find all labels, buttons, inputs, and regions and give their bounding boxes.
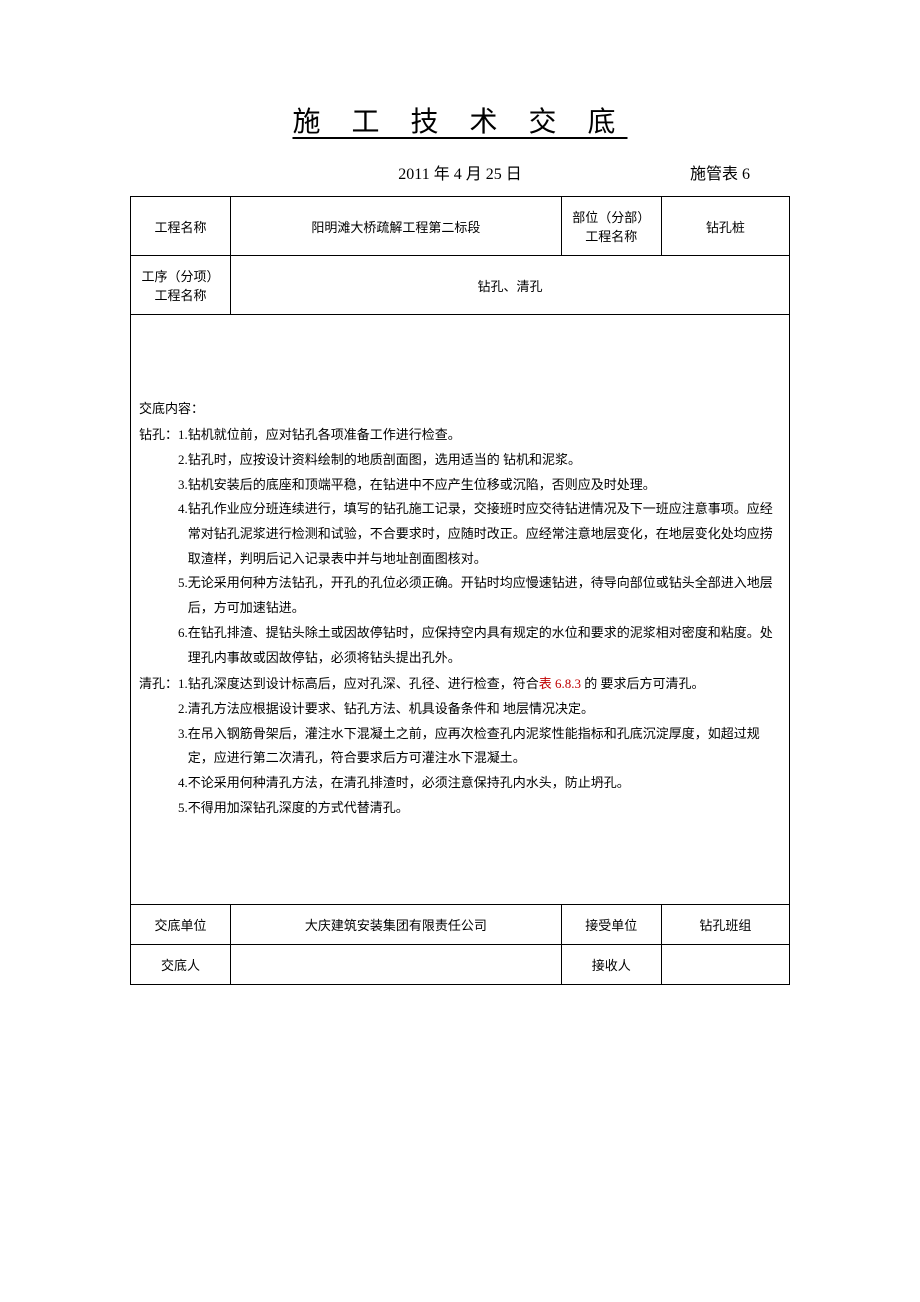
item-text: 钻孔时，应按设计资料绘制的地质剖面图，选用适当的 钻机和泥浆。 [188,448,781,473]
item-text: 在钻孔排渣、提钻头除土或因故停钻时，应保持空内具有规定的水位和要求的泥浆相对密度… [188,621,781,670]
disclose-person-label: 交底人 [131,945,231,985]
item-number: 1. [178,672,188,697]
content-row: 交底内容： 钻孔：1.钻机就位前，应对钻孔各项准备工作进行检查。2.钻孔时，应按… [131,315,790,905]
section-label: 钻孔： [139,423,178,448]
item-number: 4. [178,497,188,522]
item-text: 不得用加深钻孔深度的方式代替清孔。 [188,796,781,821]
form-id: 施管表 6 [690,160,750,184]
section-items: 1.钻孔深度达到设计标高后，应对孔深、孔径、进行检查，符合表 6.8.3 的 要… [178,672,781,820]
disclose-unit-value: 大庆建筑安装集团有限责任公司 [231,905,562,945]
disclose-unit-label: 交底单位 [131,905,231,945]
item-text-red: 表 6.8.3 [539,676,581,691]
item-text: 在吊入钢筋骨架后，灌注水下混凝土之前，应再次检查孔内泥浆性能指标和孔底沉淀厚度，… [188,722,781,771]
disclose-person-value [231,945,562,985]
footer-row-1: 交底单位 大庆建筑安装集团有限责任公司 接受单位 钻孔班组 [131,905,790,945]
item-number: 5. [178,796,188,821]
item-number: 1. [178,423,188,448]
item-number: 2. [178,697,188,722]
content-header: 交底内容： [139,397,781,422]
content-body: 钻孔：1.钻机就位前，应对钻孔各项准备工作进行检查。2.钻孔时，应按设计资料绘制… [139,423,781,820]
main-table: 工程名称 阳明滩大桥疏解工程第二标段 部位（分部） 工程名称 钻孔桩 工序（分项… [130,196,790,985]
project-name-label: 工程名称 [131,197,231,256]
header-row-2: 工序（分项） 工程名称 钻孔、清孔 [131,256,790,315]
item-line: 5.无论采用何种方法钻孔，开孔的孔位必须正确。开钻时均应慢速钻进，待导向部位或钻… [178,571,781,620]
item-number: 2. [178,448,188,473]
process-value: 钻孔、清孔 [231,256,790,315]
item-line: 6.在钻孔排渣、提钻头除土或因故停钻时，应保持空内具有规定的水位和要求的泥浆相对… [178,621,781,670]
document-date: 2011 年 4 月 25 日 [398,160,521,184]
item-text: 钻孔作业应分班连续进行，填写的钻孔施工记录，交接班时应交待钻进情况及下一班应注意… [188,497,781,571]
process-label-line1: 工序（分项） [139,266,222,285]
subproject-label-line1: 部位（分部） [570,207,653,226]
item-line: 3.钻机安装后的底座和顶端平稳，在钻进中不应产生位移或沉陷，否则应及时处理。 [178,473,781,498]
project-name-value: 阳明滩大桥疏解工程第二标段 [231,197,562,256]
item-line: 2.钻孔时，应按设计资料绘制的地质剖面图，选用适当的 钻机和泥浆。 [178,448,781,473]
item-number: 3. [178,473,188,498]
item-number: 3. [178,722,188,747]
item-text: 清孔方法应根据设计要求、钻孔方法、机具设备条件和 地层情况决定。 [188,697,781,722]
item-text: 无论采用何种方法钻孔，开孔的孔位必须正确。开钻时均应慢速钻进，待导向部位或钻头全… [188,571,781,620]
content-section: 钻孔：1.钻机就位前，应对钻孔各项准备工作进行检查。2.钻孔时，应按设计资料绘制… [139,423,781,670]
process-label-line2: 工程名称 [139,285,222,304]
subproject-value: 钻孔桩 [661,197,789,256]
item-line: 2.清孔方法应根据设计要求、钻孔方法、机具设备条件和 地层情况决定。 [178,697,781,722]
item-line: 1.钻机就位前，应对钻孔各项准备工作进行检查。 [178,423,781,448]
receive-unit-value: 钻孔班组 [661,905,789,945]
footer-row-2: 交底人 接收人 [131,945,790,985]
item-line: 4.不论采用何种清孔方法，在清孔排渣时，必须注意保持孔内水头，防止坍孔。 [178,771,781,796]
receive-person-value [661,945,789,985]
item-text: 钻机就位前，应对钻孔各项准备工作进行检查。 [188,423,781,448]
header-row-1: 工程名称 阳明滩大桥疏解工程第二标段 部位（分部） 工程名称 钻孔桩 [131,197,790,256]
item-number: 6. [178,621,188,646]
item-text: 钻机安装后的底座和顶端平稳，在钻进中不应产生位移或沉陷，否则应及时处理。 [188,473,781,498]
subproject-label-line2: 工程名称 [570,226,653,245]
document-title: 施 工 技 术 交 底 [130,100,790,140]
item-text-post: 的 要求后方可清孔。 [581,676,705,691]
item-number: 4. [178,771,188,796]
document-meta: 2011 年 4 月 25 日 施管表 6 [130,160,790,184]
item-line: 4.钻孔作业应分班连续进行，填写的钻孔施工记录，交接班时应交待钻进情况及下一班应… [178,497,781,571]
receive-person-label: 接收人 [561,945,661,985]
item-line: 3.在吊入钢筋骨架后，灌注水下混凝土之前，应再次检查孔内泥浆性能指标和孔底沉淀厚… [178,722,781,771]
process-label: 工序（分项） 工程名称 [131,256,231,315]
item-text-pre: 钻孔深度达到设计标高后，应对孔深、孔径、进行检查，符合 [188,676,539,691]
content-section: 清孔：1.钻孔深度达到设计标高后，应对孔深、孔径、进行检查，符合表 6.8.3 … [139,672,781,820]
item-text: 不论采用何种清孔方法，在清孔排渣时，必须注意保持孔内水头，防止坍孔。 [188,771,781,796]
section-items: 1.钻机就位前，应对钻孔各项准备工作进行检查。2.钻孔时，应按设计资料绘制的地质… [178,423,781,670]
subproject-label: 部位（分部） 工程名称 [561,197,661,256]
receive-unit-label: 接受单位 [561,905,661,945]
item-line: 1.钻孔深度达到设计标高后，应对孔深、孔径、进行检查，符合表 6.8.3 的 要… [178,672,781,697]
item-text: 钻孔深度达到设计标高后，应对孔深、孔径、进行检查，符合表 6.8.3 的 要求后… [188,672,781,697]
section-label: 清孔： [139,672,178,697]
item-line: 5.不得用加深钻孔深度的方式代替清孔。 [178,796,781,821]
item-number: 5. [178,571,188,596]
content-cell: 交底内容： 钻孔：1.钻机就位前，应对钻孔各项准备工作进行检查。2.钻孔时，应按… [131,315,790,905]
